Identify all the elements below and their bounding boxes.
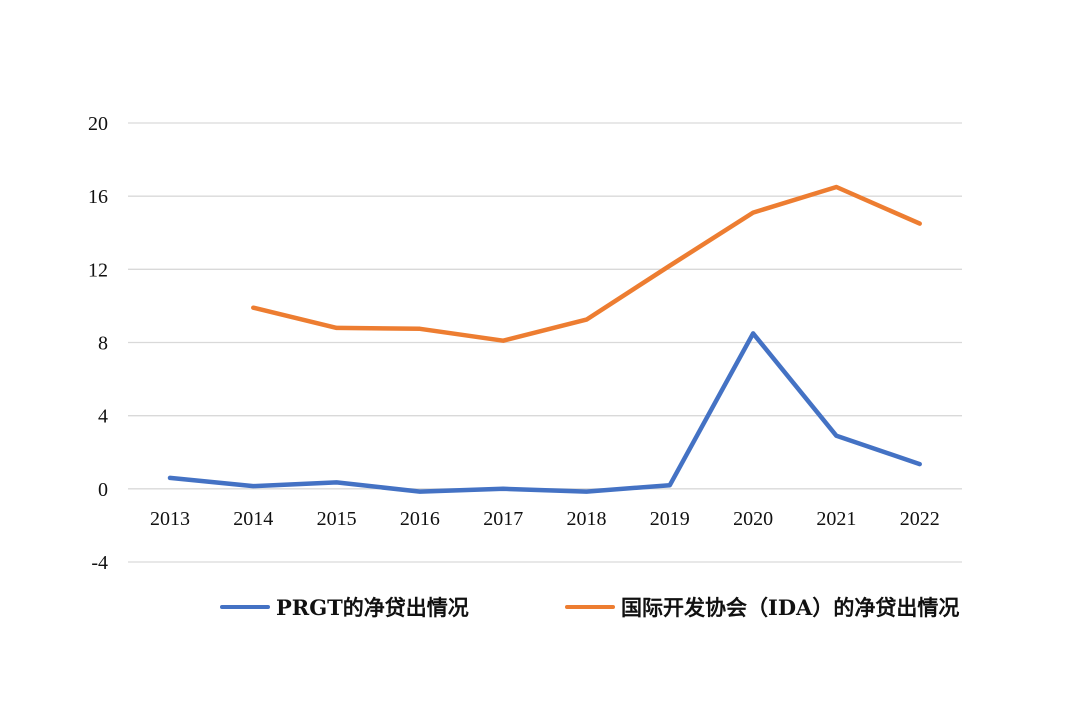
series-line-ida [251,184,922,343]
legend-label-ida: 国际开发协会（IDA）的净贷出情况 [621,595,960,620]
y-tick-label: 4 [98,406,108,428]
x-tick-label: 2021 [816,508,856,530]
y-tick-label: 8 [98,333,108,355]
legend: PRGT的净贷出情况 国际开发协会（IDA）的净贷出情况 [0,592,1086,628]
legend-item-prgt: PRGT的净贷出情况 [220,592,469,622]
x-tick-label: 2019 [650,508,690,530]
x-tick-label: 2020 [733,508,773,530]
x-tick-label: 2014 [233,508,273,530]
legend-swatch-prgt [220,605,270,609]
y-axis-tick-labels: 20 16 12 8 4 0 -4 [88,113,108,574]
legend-item-ida: 国际开发协会（IDA）的净贷出情况 [565,592,959,622]
y-tick-label: 0 [98,479,108,501]
x-tick-label: 2022 [900,508,940,530]
legend-label-prgt: PRGT的净贷出情况 [276,595,469,620]
y-tick-label: -4 [91,552,108,574]
series-line-prgt [167,331,922,494]
x-axis-tick-labels: 2013 2014 2015 2016 2017 2018 2019 2020 2021 2022 [150,508,940,530]
x-tick-label: 2015 [317,508,357,530]
x-tick-label: 2016 [400,508,440,530]
y-tick-label: 16 [88,186,108,208]
y-tick-label: 12 [88,259,108,281]
legend-swatch-ida [565,605,615,609]
x-tick-label: 2013 [150,508,190,530]
x-tick-label: 2017 [483,508,523,530]
x-tick-label: 2018 [567,508,607,530]
series-lines [167,184,922,494]
y-tick-label: 20 [88,113,108,135]
